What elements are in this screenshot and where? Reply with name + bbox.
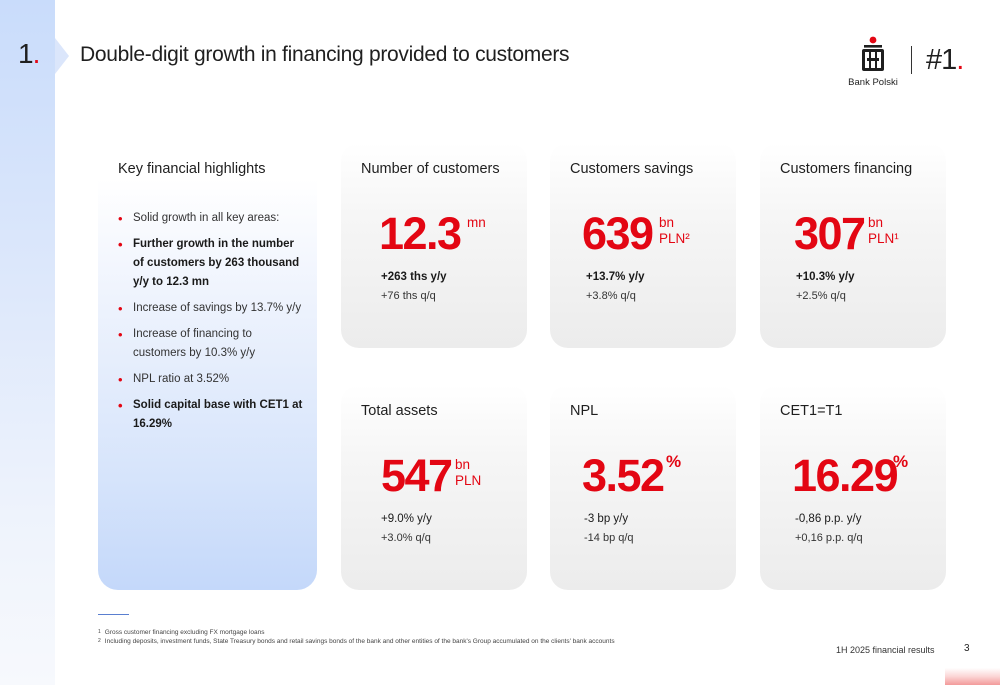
corner-accent <box>945 668 1000 685</box>
card-customers-financing: Customers financing 307 bn PLN¹ +10.3% y/… <box>760 143 946 348</box>
footnotes: 1 Gross customer financing excluding FX m… <box>98 628 615 646</box>
card-unit: mn <box>467 215 486 230</box>
section-number: 1. <box>18 38 40 69</box>
card-unit: bn PLN <box>455 457 482 488</box>
card-unit: % <box>666 452 682 471</box>
logo-divider <box>911 46 912 74</box>
card-delta-yy: +10.3% y/y <box>796 271 855 283</box>
card-title: Number of customers <box>361 161 500 177</box>
footnote-divider <box>98 614 129 615</box>
rank-badge: #1. <box>926 44 964 76</box>
card-title: NPL <box>570 403 599 419</box>
card-delta-qq: +76 ths q/q <box>381 290 436 302</box>
card-delta-qq: +3.0% q/q <box>381 532 431 544</box>
page-number: 3 <box>964 643 970 654</box>
highlight-item: Increase of financing to customers by 10… <box>118 325 308 363</box>
card-delta-qq: +0,16 p.p. q/q <box>795 532 863 544</box>
card-unit: bn PLN¹ <box>868 215 899 246</box>
card-value: 547 <box>381 450 453 501</box>
page-title: Double-digit growth in financing provide… <box>80 43 570 66</box>
highlights-title: Key financial highlights <box>118 161 266 177</box>
card-delta-qq: +3.8% q/q <box>586 290 636 302</box>
card-total-assets: Total assets 547 bn PLN +9.0% y/y +3.0% q… <box>341 385 527 590</box>
card-customers-savings: Customers savings 639 bn PLN² +13.7% y/y … <box>550 143 736 348</box>
card-delta-yy: -0,86 p.p. y/y <box>795 513 862 525</box>
key-highlights-panel: Key financial highlights Solid growth in… <box>98 143 317 590</box>
highlight-item: NPL ratio at 3.52% <box>118 370 308 389</box>
side-accent-strip <box>0 0 55 685</box>
footer-label: 1H 2025 financial results <box>836 645 935 655</box>
card-value: 3.52 <box>582 450 665 501</box>
card-title: Customers financing <box>780 161 913 177</box>
logo-text: Bank Polski <box>848 77 898 88</box>
card-delta-qq: -14 bp q/q <box>584 532 634 544</box>
card-unit: % <box>893 452 909 471</box>
card-delta-yy: +13.7% y/y <box>586 271 645 283</box>
card-value: 16.29 <box>792 450 899 501</box>
card-delta-qq: +2.5% q/q <box>796 290 846 302</box>
card-title: Total assets <box>361 403 438 419</box>
highlight-item: Further growth in the number of customer… <box>118 235 308 292</box>
card-title: Customers savings <box>570 161 694 177</box>
card-value: 12.3 <box>379 208 462 259</box>
card-unit: bn PLN² <box>659 215 690 246</box>
highlights-list: Solid growth in all key areas: Further g… <box>118 209 308 441</box>
footnote-2: 2 Including deposits, investment funds, S… <box>98 638 615 645</box>
card-npl: NPL 3.52 % -3 bp y/y -14 bp q/q <box>550 385 736 590</box>
card-title: CET1=T1 <box>780 403 843 419</box>
card-number-of-customers: Number of customers 12.3 mn +263 ths y/y… <box>341 143 527 348</box>
card-delta-yy: +263 ths y/y <box>381 271 447 283</box>
pko-logo-icon <box>862 36 884 71</box>
card-value: 307 <box>794 208 866 259</box>
card-delta-yy: -3 bp y/y <box>584 513 629 525</box>
footnote-1: 1 Gross customer financing excluding FX m… <box>98 629 265 636</box>
highlight-item: Increase of savings by 13.7% y/y <box>118 299 308 318</box>
section-chevron <box>55 38 69 74</box>
highlight-item: Solid growth in all key areas: <box>118 209 308 228</box>
card-value: 639 <box>582 208 654 259</box>
bank-logo: Bank Polski <box>848 36 898 96</box>
highlight-item: Solid capital base with CET1 at 16.29% <box>118 396 308 434</box>
card-cet1: CET1=T1 16.29 % -0,86 p.p. y/y +0,16 p.p… <box>760 385 946 590</box>
card-delta-yy: +9.0% y/y <box>381 513 432 525</box>
